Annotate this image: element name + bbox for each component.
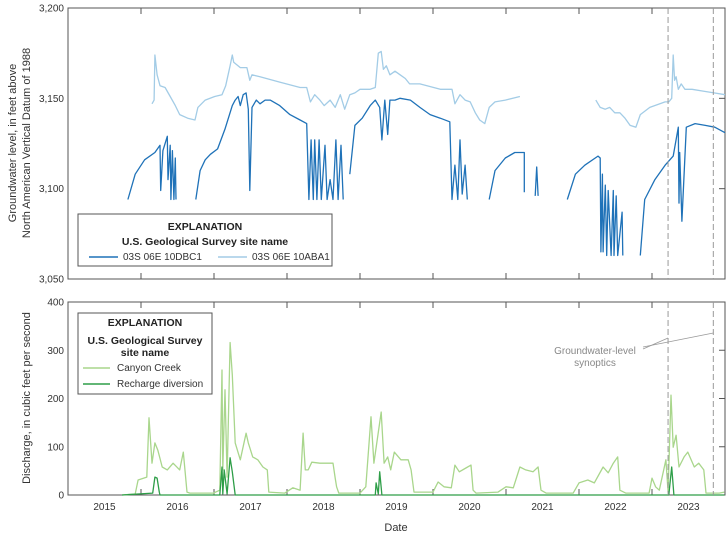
series-line-03s-06e-10aba1 bbox=[151, 50, 521, 125]
series-line-03s-06e-10dbc1 bbox=[349, 97, 468, 201]
discharge-panel: 0 100 200 300 400 2015 2016 2017 2018 2019 2020 202… bbox=[21, 298, 726, 534]
legend-label-recharge-diversion: Recharge diversion bbox=[117, 379, 203, 390]
x-tick-label: 2019 bbox=[385, 502, 408, 513]
series-line-03s-06e-10dbc1 bbox=[639, 122, 726, 256]
series-line-03s-06e-10dbc1 bbox=[127, 135, 177, 201]
x-tick-label: 2022 bbox=[604, 502, 627, 513]
series-line-recharge-diversion bbox=[121, 457, 725, 496]
y-tick-label: 200 bbox=[47, 394, 64, 405]
annotation-leader-line bbox=[642, 332, 714, 348]
top-legend-subtitle: U.S. Geological Survey site name bbox=[122, 236, 288, 248]
top-legend: EXPLANATION U.S. Geological Survey site … bbox=[77, 213, 333, 267]
annotation-leader-line bbox=[642, 337, 669, 350]
top-legend-title: EXPLANATION bbox=[168, 221, 242, 233]
x-tick-label: 2017 bbox=[239, 502, 262, 513]
top-y-axis-label-line1: Groundwater level, in feet above bbox=[7, 64, 19, 222]
y-tick-label: 3,200 bbox=[39, 4, 64, 15]
bottom-series-lines bbox=[121, 341, 725, 496]
bottom-legend-title: EXPLANATION bbox=[108, 317, 182, 329]
synoptics-annotation: Groundwater-level synoptics bbox=[554, 332, 714, 369]
bottom-y-axis-label: Discharge, in cubic feet per second bbox=[21, 312, 33, 484]
x-axis-label: Date bbox=[384, 522, 407, 534]
bottom-legend-subtitle-line1: U.S. Geological Survey bbox=[88, 335, 203, 347]
bottom-legend-box bbox=[77, 312, 213, 395]
series-line-03s-06e-10dbc1 bbox=[195, 92, 344, 201]
legend-label-10DBC1: 03S 06E 10DBC1 bbox=[123, 252, 202, 263]
x-tick-label: 2016 bbox=[166, 502, 189, 513]
series-line-03s-06e-10dbc1 bbox=[488, 151, 525, 200]
top-axis-ticks: 3,050 3,100 3,150 3,200 bbox=[39, 4, 725, 286]
x-tick-label: 2023 bbox=[677, 502, 700, 513]
y-tick-label: 400 bbox=[47, 298, 64, 309]
y-tick-label: 3,150 bbox=[39, 94, 64, 105]
legend-label-canyon-creek: Canyon Creek bbox=[117, 363, 182, 374]
y-tick-label: 0 bbox=[58, 491, 64, 502]
annotation-line2: synoptics bbox=[574, 358, 616, 369]
series-line-03s-06e-10aba1 bbox=[595, 54, 726, 128]
x-tick-label: 2018 bbox=[312, 502, 335, 513]
top-series-lines bbox=[127, 50, 726, 257]
legend-label-10ABA1: 03S 06E 10ABA1 bbox=[252, 252, 330, 263]
y-tick-label: 3,050 bbox=[39, 275, 64, 286]
bottom-legend-subtitle-line2: site name bbox=[121, 347, 170, 359]
bottom-legend: EXPLANATION U.S. Geological Survey site … bbox=[77, 312, 213, 395]
top-legend-box bbox=[77, 213, 333, 267]
series-line-03s-06e-10dbc1 bbox=[566, 155, 624, 257]
y-tick-label: 100 bbox=[47, 442, 64, 453]
top-plot-frame bbox=[67, 7, 726, 280]
x-tick-label: 2021 bbox=[531, 502, 554, 513]
bottom-axis-ticks: 0 100 200 300 400 2015 2016 2017 2018 2019 2020 202… bbox=[47, 298, 725, 513]
top-y-axis-label-line2: North American Vertical Datum of 1988 bbox=[21, 48, 33, 238]
groundwater-level-panel: 3,050 3,100 3,150 3,200 Groundwater level, … bbox=[7, 4, 726, 286]
series-line-03s-06e-10dbc1 bbox=[534, 166, 539, 196]
series-line-canyon-creek bbox=[121, 341, 725, 496]
y-tick-label: 300 bbox=[47, 346, 64, 357]
x-tick-label: 2015 bbox=[93, 502, 116, 513]
x-tick-label: 2020 bbox=[458, 502, 481, 513]
annotation-line1: Groundwater-level bbox=[554, 346, 636, 357]
y-tick-label: 3,100 bbox=[39, 184, 64, 195]
